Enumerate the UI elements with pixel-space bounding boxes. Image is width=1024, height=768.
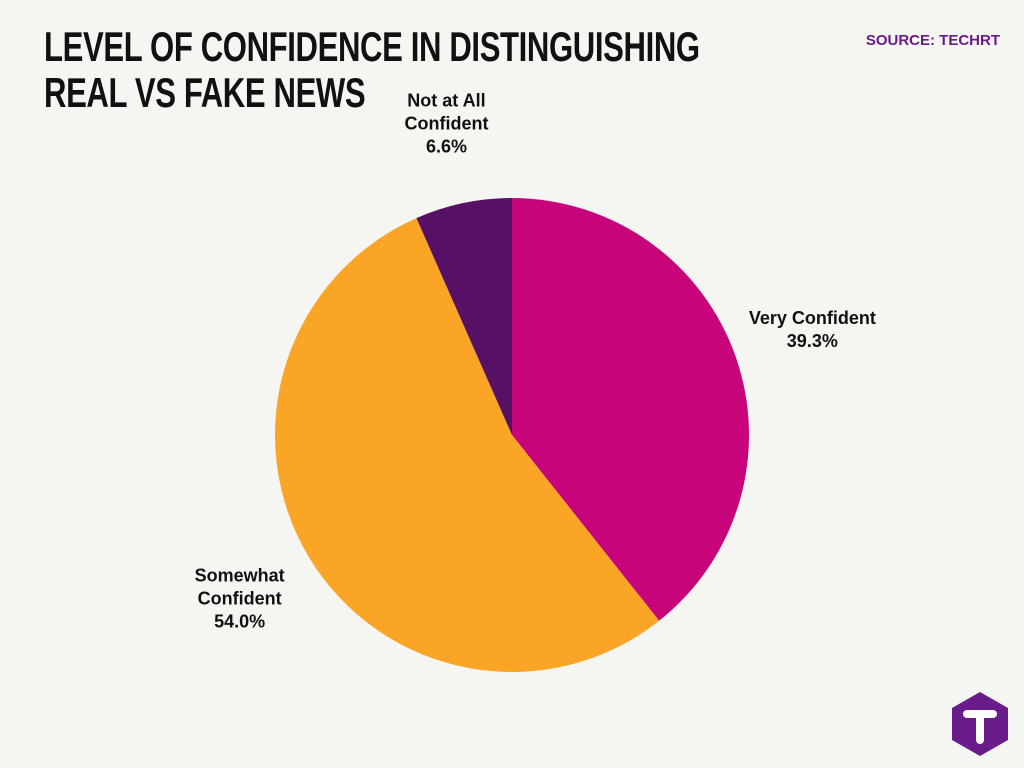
value-label: 6.6% (425, 136, 467, 157)
value-label: 39.3% (786, 331, 838, 352)
source: SOURCE: TECHRT (865, 32, 1000, 49)
slice-label: Very Confident 39.3% (722, 307, 902, 353)
slice-label: Not at All Confident 6.6% (386, 89, 506, 158)
logo-stem (976, 710, 984, 744)
pie-slice (416, 198, 512, 435)
pie-slice (512, 198, 749, 621)
logo (952, 692, 1008, 756)
slice-label: Somewhat Confident 54.0% (180, 565, 300, 634)
category-label: Somewhat Confident (194, 565, 285, 609)
pie-slice (274, 218, 660, 672)
category-label: Very Confident (748, 308, 876, 329)
value-label: 54.0% (214, 611, 266, 632)
chart-title: LEVEL OF CONFIDENCE IN DISTINGUISHING RE… (44, 23, 700, 116)
category-label: Not at All Confident (404, 90, 489, 134)
